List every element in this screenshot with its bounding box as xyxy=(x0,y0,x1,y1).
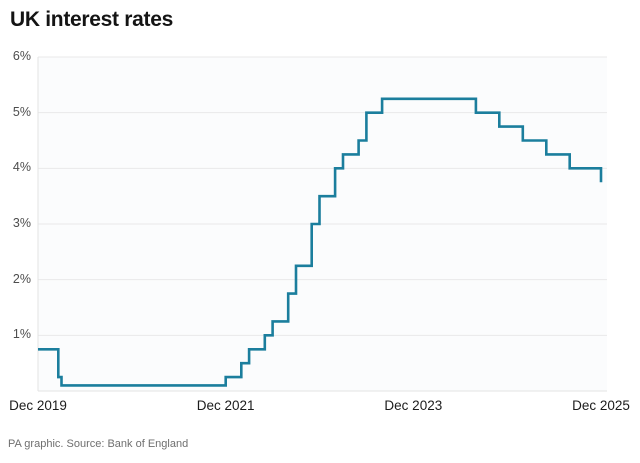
x-axis-label: Dec 2023 xyxy=(384,398,443,413)
x-axis-label: Dec 2021 xyxy=(196,398,255,413)
y-axis-label: 3% xyxy=(12,216,31,230)
rate-step-line xyxy=(38,97,603,387)
y-axis-label: 5% xyxy=(12,104,31,119)
source-credit: PA graphic. Source: Bank of England xyxy=(8,438,189,450)
y-axis-label: 4% xyxy=(12,160,31,175)
page-title: UK interest rates xyxy=(10,8,173,31)
y-axis-label: 1% xyxy=(12,327,31,342)
y-axis-label: 6% xyxy=(12,49,31,63)
y-axis-label: 2% xyxy=(12,271,31,286)
x-axis-label: Dec 2025 xyxy=(572,398,630,413)
x-axis-label: Dec 2019 xyxy=(9,398,67,413)
